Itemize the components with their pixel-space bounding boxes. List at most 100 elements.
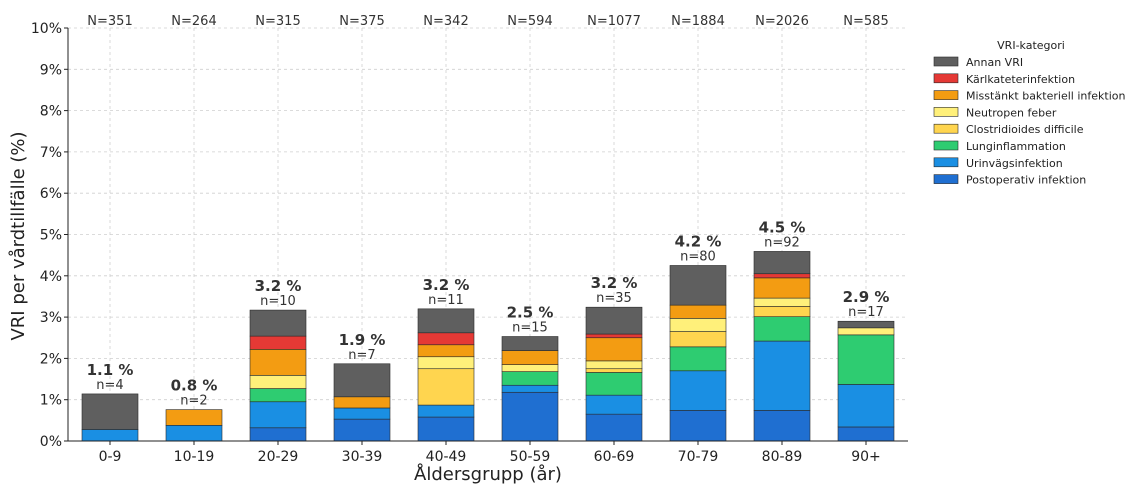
legend-item-label: Postoperativ infektion xyxy=(966,174,1086,187)
bar-segment xyxy=(585,360,643,370)
bar-segment xyxy=(417,332,475,346)
total-n-label: N=585 xyxy=(843,14,888,29)
x-tick-label: 0-9 xyxy=(99,449,122,465)
bar-segment xyxy=(333,396,391,409)
bar-segment xyxy=(417,344,475,358)
bar-n-label: n=7 xyxy=(348,348,375,363)
y-tick-label: 3% xyxy=(40,310,62,326)
bar-segment xyxy=(249,401,307,429)
total-n-label: N=1884 xyxy=(671,14,725,29)
total-n-label: N=2026 xyxy=(755,14,809,29)
legend-item-label: Annan VRI xyxy=(966,56,1023,69)
bar-segment xyxy=(501,391,559,442)
bar-segment xyxy=(333,407,391,420)
x-tick-label: 50-59 xyxy=(510,449,551,465)
bar-n-label: n=17 xyxy=(848,305,884,320)
x-tick-label: 40-49 xyxy=(426,449,467,465)
bar-segment xyxy=(249,388,307,403)
bar-segment xyxy=(417,356,475,370)
bar-n-label: n=4 xyxy=(96,378,123,393)
legend-swatch xyxy=(933,90,959,100)
bar-percent-label: 1.9 % xyxy=(339,331,386,349)
bar-percent-label: 1.1 % xyxy=(87,361,134,379)
bar-n-label: n=10 xyxy=(260,294,296,309)
legend-item-label: Neutropen feber xyxy=(966,106,1057,119)
legend-swatch xyxy=(933,107,959,117)
bar-segment xyxy=(669,304,727,319)
y-tick-label: 5% xyxy=(40,228,62,244)
bar-segment xyxy=(753,316,811,342)
bar-segment xyxy=(585,337,643,362)
x-tick-label: 20-29 xyxy=(258,449,299,465)
bar-segment xyxy=(669,265,727,306)
bar-percent-label: 4.2 % xyxy=(675,232,722,250)
bar-n-label: n=92 xyxy=(764,235,800,250)
bar-segment xyxy=(753,277,811,299)
bar-segment xyxy=(669,410,727,442)
legend-swatch xyxy=(933,157,959,168)
y-tick-label: 8% xyxy=(40,104,62,120)
y-tick-label: 10% xyxy=(31,21,62,37)
total-n-label: N=351 xyxy=(87,14,132,29)
bar-percent-label: 4.5 % xyxy=(759,218,806,236)
bar-segment xyxy=(669,346,727,372)
bar-segment xyxy=(753,251,811,275)
x-axis-label: Åldersgrupp (år) xyxy=(414,463,562,484)
legend-swatch xyxy=(933,174,959,184)
y-tick-label: 6% xyxy=(40,186,62,202)
total-n-label: N=264 xyxy=(171,14,216,29)
x-tick-label: 80-89 xyxy=(762,449,803,465)
bar-segment xyxy=(837,384,895,428)
bar-segment xyxy=(753,297,811,307)
bar-segment xyxy=(501,364,559,372)
legend-swatch xyxy=(933,56,959,67)
total-n-label: N=315 xyxy=(255,14,300,29)
y-tick-label: 1% xyxy=(40,393,62,409)
total-n-label: N=1077 xyxy=(587,14,641,29)
bar-n-label: n=15 xyxy=(512,321,548,336)
bar-percent-label: 3.2 % xyxy=(255,277,302,295)
total-n-label: N=342 xyxy=(423,14,468,29)
bar-segment xyxy=(837,426,895,442)
bar-segment xyxy=(249,335,307,350)
bar-segment xyxy=(585,306,643,335)
bar-percent-label: 2.5 % xyxy=(507,304,554,322)
bar-percent-label: 3.2 % xyxy=(591,274,638,292)
bar-segment xyxy=(753,410,811,442)
bar-segment xyxy=(585,394,643,415)
bar-segment xyxy=(417,404,475,418)
x-tick-label: 10-19 xyxy=(174,449,215,465)
bar-segment xyxy=(81,393,139,430)
bar-segment xyxy=(753,340,811,411)
total-n-label: N=594 xyxy=(507,14,552,29)
legend-swatch xyxy=(933,73,959,84)
bar-segment xyxy=(669,318,727,332)
total-n-label: N=375 xyxy=(339,14,384,29)
bar-segment xyxy=(333,363,391,398)
x-tick-label: 30-39 xyxy=(342,449,383,465)
y-tick-label: 0% xyxy=(40,434,62,450)
legend-item-label: Urinvägsinfektion xyxy=(966,157,1063,170)
x-tick-label: 70-79 xyxy=(678,449,719,465)
bar-segment xyxy=(837,320,895,329)
legend-item-label: Clostridioides difficile xyxy=(966,123,1084,136)
bar-segment xyxy=(753,306,811,317)
y-tick-label: 7% xyxy=(40,145,62,161)
x-tick-label: 60-69 xyxy=(594,449,635,465)
bar-segment xyxy=(501,371,559,386)
bar-segment xyxy=(585,368,643,373)
bar-segment xyxy=(333,418,391,442)
legend-item-label: Lunginflammation xyxy=(966,140,1066,153)
bar-segment xyxy=(501,350,559,365)
bar-segment xyxy=(585,333,643,339)
bar-n-label: n=2 xyxy=(180,394,207,409)
bars xyxy=(81,251,895,442)
ticks: 0% 1% 2% 3% 4% 5% 6% 7% 8% 9% 10% 0-9 10-19 20-29 30-3… xyxy=(31,21,881,465)
bar-segment xyxy=(249,349,307,376)
legend-swatch xyxy=(933,140,959,151)
bar-segment xyxy=(501,336,559,351)
bar-n-label: n=35 xyxy=(596,291,632,306)
bar-segment xyxy=(585,372,643,396)
y-tick-label: 4% xyxy=(40,269,62,285)
bar-segment xyxy=(837,334,895,385)
